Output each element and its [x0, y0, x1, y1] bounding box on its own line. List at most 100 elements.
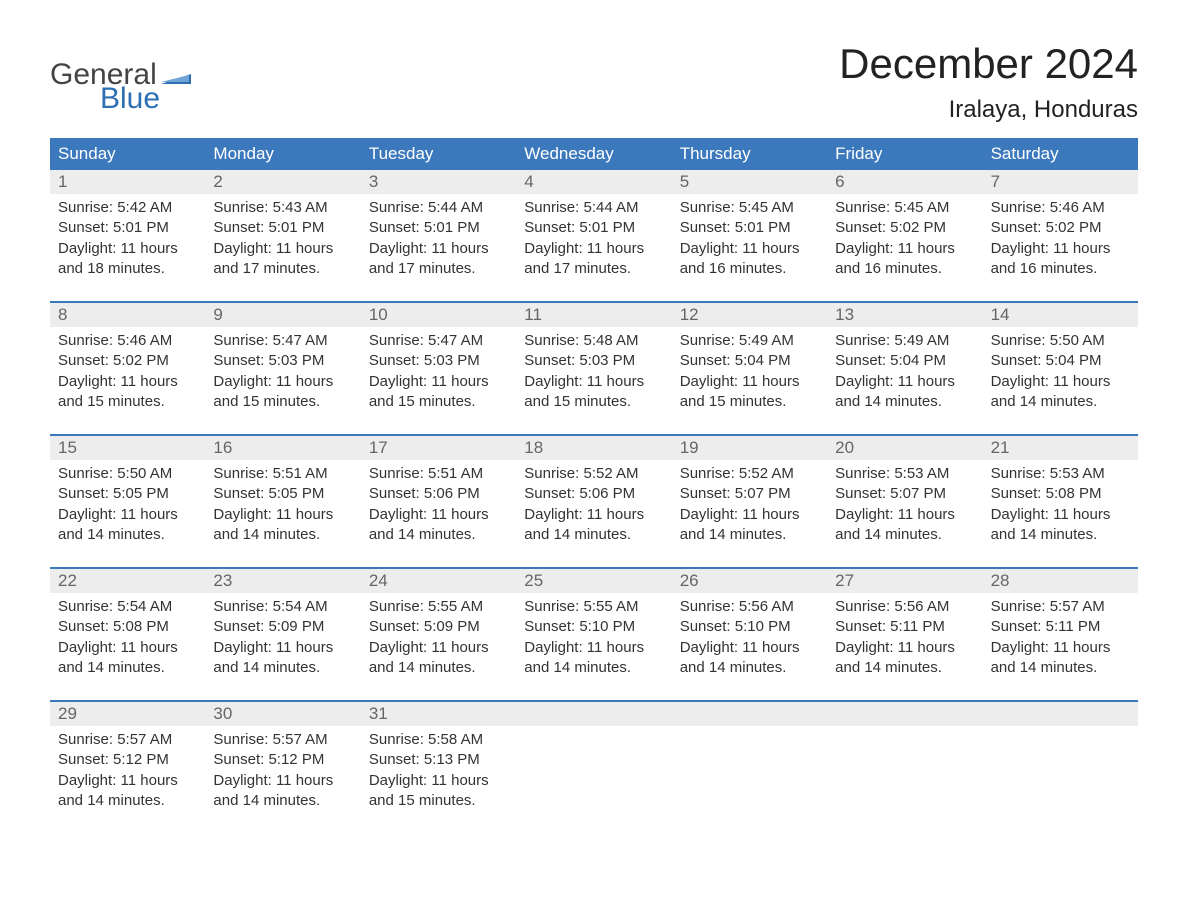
day-line-d1: Daylight: 11 hours: [680, 638, 819, 658]
day-line-d2: and 15 minutes.: [524, 392, 663, 412]
week-row: 15161718192021Sunrise: 5:50 AMSunset: 5:…: [50, 434, 1138, 567]
day-line-sr: Sunrise: 5:55 AM: [369, 597, 508, 617]
day-cell-body: Sunrise: 5:46 AMSunset: 5:02 PMDaylight:…: [50, 327, 205, 412]
day-line-d1: Daylight: 11 hours: [213, 239, 352, 259]
day-line-d2: and 15 minutes.: [58, 392, 197, 412]
day-line-ss: Sunset: 5:07 PM: [680, 484, 819, 504]
day-cell-body: Sunrise: 5:48 AMSunset: 5:03 PMDaylight:…: [516, 327, 671, 412]
page-title: December 2024: [839, 40, 1138, 88]
day-line-ss: Sunset: 5:01 PM: [680, 218, 819, 238]
day-cell: [516, 726, 671, 833]
day-cell-body: Sunrise: 5:53 AMSunset: 5:07 PMDaylight:…: [827, 460, 982, 545]
day-cell: Sunrise: 5:57 AMSunset: 5:12 PMDaylight:…: [205, 726, 360, 833]
day-line-d1: Daylight: 11 hours: [680, 372, 819, 392]
day-cell: Sunrise: 5:45 AMSunset: 5:02 PMDaylight:…: [827, 194, 982, 301]
day-header-sat: Saturday: [983, 138, 1138, 170]
day-cell: Sunrise: 5:52 AMSunset: 5:07 PMDaylight:…: [672, 460, 827, 567]
day-line-ss: Sunset: 5:01 PM: [58, 218, 197, 238]
day-cell: Sunrise: 5:57 AMSunset: 5:12 PMDaylight:…: [50, 726, 205, 833]
day-line-sr: Sunrise: 5:46 AM: [991, 198, 1130, 218]
daybody-row: Sunrise: 5:54 AMSunset: 5:08 PMDaylight:…: [50, 593, 1138, 700]
day-number: 1: [50, 170, 205, 194]
day-line-d2: and 15 minutes.: [369, 791, 508, 811]
day-line-d1: Daylight: 11 hours: [991, 505, 1130, 525]
day-header-fri: Friday: [827, 138, 982, 170]
day-cell-body: Sunrise: 5:51 AMSunset: 5:06 PMDaylight:…: [361, 460, 516, 545]
daynum-row: 1234567: [50, 170, 1138, 194]
day-number: 23: [205, 569, 360, 593]
day-line-ss: Sunset: 5:05 PM: [213, 484, 352, 504]
day-cell: Sunrise: 5:54 AMSunset: 5:08 PMDaylight:…: [50, 593, 205, 700]
day-cell-body: Sunrise: 5:44 AMSunset: 5:01 PMDaylight:…: [361, 194, 516, 279]
day-line-sr: Sunrise: 5:54 AM: [213, 597, 352, 617]
day-line-sr: Sunrise: 5:51 AM: [213, 464, 352, 484]
day-number: 4: [516, 170, 671, 194]
day-line-d1: Daylight: 11 hours: [369, 239, 508, 259]
day-line-d1: Daylight: 11 hours: [213, 505, 352, 525]
day-header-row: Sunday Monday Tuesday Wednesday Thursday…: [50, 138, 1138, 170]
day-line-sr: Sunrise: 5:46 AM: [58, 331, 197, 351]
day-line-d2: and 14 minutes.: [991, 658, 1130, 678]
day-cell: Sunrise: 5:49 AMSunset: 5:04 PMDaylight:…: [827, 327, 982, 434]
day-cell-body: Sunrise: 5:54 AMSunset: 5:08 PMDaylight:…: [50, 593, 205, 678]
day-line-sr: Sunrise: 5:57 AM: [213, 730, 352, 750]
day-cell-body: Sunrise: 5:44 AMSunset: 5:01 PMDaylight:…: [516, 194, 671, 279]
day-line-sr: Sunrise: 5:47 AM: [369, 331, 508, 351]
day-cell-body: Sunrise: 5:42 AMSunset: 5:01 PMDaylight:…: [50, 194, 205, 279]
day-number: 15: [50, 436, 205, 460]
day-cell-body: Sunrise: 5:45 AMSunset: 5:02 PMDaylight:…: [827, 194, 982, 279]
header: General Blue December 2024 Iralaya, Hond…: [50, 40, 1138, 124]
day-line-d2: and 15 minutes.: [369, 392, 508, 412]
day-line-ss: Sunset: 5:11 PM: [835, 617, 974, 637]
day-line-sr: Sunrise: 5:53 AM: [991, 464, 1130, 484]
day-cell: Sunrise: 5:43 AMSunset: 5:01 PMDaylight:…: [205, 194, 360, 301]
day-line-sr: Sunrise: 5:56 AM: [835, 597, 974, 617]
day-number: 21: [983, 436, 1138, 460]
day-line-d1: Daylight: 11 hours: [680, 505, 819, 525]
day-cell-body: Sunrise: 5:57 AMSunset: 5:11 PMDaylight:…: [983, 593, 1138, 678]
day-number: 25: [516, 569, 671, 593]
day-cell-body: Sunrise: 5:54 AMSunset: 5:09 PMDaylight:…: [205, 593, 360, 678]
day-line-d2: and 15 minutes.: [680, 392, 819, 412]
day-line-d1: Daylight: 11 hours: [991, 239, 1130, 259]
day-cell-body: Sunrise: 5:47 AMSunset: 5:03 PMDaylight:…: [361, 327, 516, 412]
day-header-mon: Monday: [205, 138, 360, 170]
day-number: 7: [983, 170, 1138, 194]
day-line-sr: Sunrise: 5:54 AM: [58, 597, 197, 617]
day-number: 24: [361, 569, 516, 593]
daybody-row: Sunrise: 5:46 AMSunset: 5:02 PMDaylight:…: [50, 327, 1138, 434]
day-line-ss: Sunset: 5:13 PM: [369, 750, 508, 770]
day-number: 11: [516, 303, 671, 327]
day-line-d1: Daylight: 11 hours: [524, 239, 663, 259]
day-line-d2: and 14 minutes.: [680, 658, 819, 678]
day-cell-body: Sunrise: 5:43 AMSunset: 5:01 PMDaylight:…: [205, 194, 360, 279]
day-number: 29: [50, 702, 205, 726]
day-line-d1: Daylight: 11 hours: [835, 239, 974, 259]
day-line-d1: Daylight: 11 hours: [58, 505, 197, 525]
day-line-d2: and 14 minutes.: [58, 525, 197, 545]
day-line-d2: and 14 minutes.: [991, 392, 1130, 412]
day-line-d2: and 14 minutes.: [58, 791, 197, 811]
day-number: 8: [50, 303, 205, 327]
day-cell-body: Sunrise: 5:49 AMSunset: 5:04 PMDaylight:…: [672, 327, 827, 412]
day-cell: Sunrise: 5:47 AMSunset: 5:03 PMDaylight:…: [205, 327, 360, 434]
day-line-ss: Sunset: 5:06 PM: [524, 484, 663, 504]
day-line-ss: Sunset: 5:12 PM: [213, 750, 352, 770]
day-line-ss: Sunset: 5:02 PM: [991, 218, 1130, 238]
day-line-sr: Sunrise: 5:51 AM: [369, 464, 508, 484]
day-cell: Sunrise: 5:46 AMSunset: 5:02 PMDaylight:…: [50, 327, 205, 434]
day-line-ss: Sunset: 5:12 PM: [58, 750, 197, 770]
logo: General Blue: [50, 60, 191, 114]
day-line-d2: and 17 minutes.: [213, 259, 352, 279]
day-cell-body: Sunrise: 5:56 AMSunset: 5:11 PMDaylight:…: [827, 593, 982, 678]
day-number: 26: [672, 569, 827, 593]
week-row: 891011121314Sunrise: 5:46 AMSunset: 5:02…: [50, 301, 1138, 434]
daybody-row: Sunrise: 5:57 AMSunset: 5:12 PMDaylight:…: [50, 726, 1138, 833]
day-cell: Sunrise: 5:53 AMSunset: 5:08 PMDaylight:…: [983, 460, 1138, 567]
weeks-container: 1234567Sunrise: 5:42 AMSunset: 5:01 PMDa…: [50, 170, 1138, 833]
day-line-sr: Sunrise: 5:44 AM: [524, 198, 663, 218]
day-cell: [983, 726, 1138, 833]
day-line-d1: Daylight: 11 hours: [991, 372, 1130, 392]
daynum-row: 15161718192021: [50, 436, 1138, 460]
day-cell: Sunrise: 5:42 AMSunset: 5:01 PMDaylight:…: [50, 194, 205, 301]
